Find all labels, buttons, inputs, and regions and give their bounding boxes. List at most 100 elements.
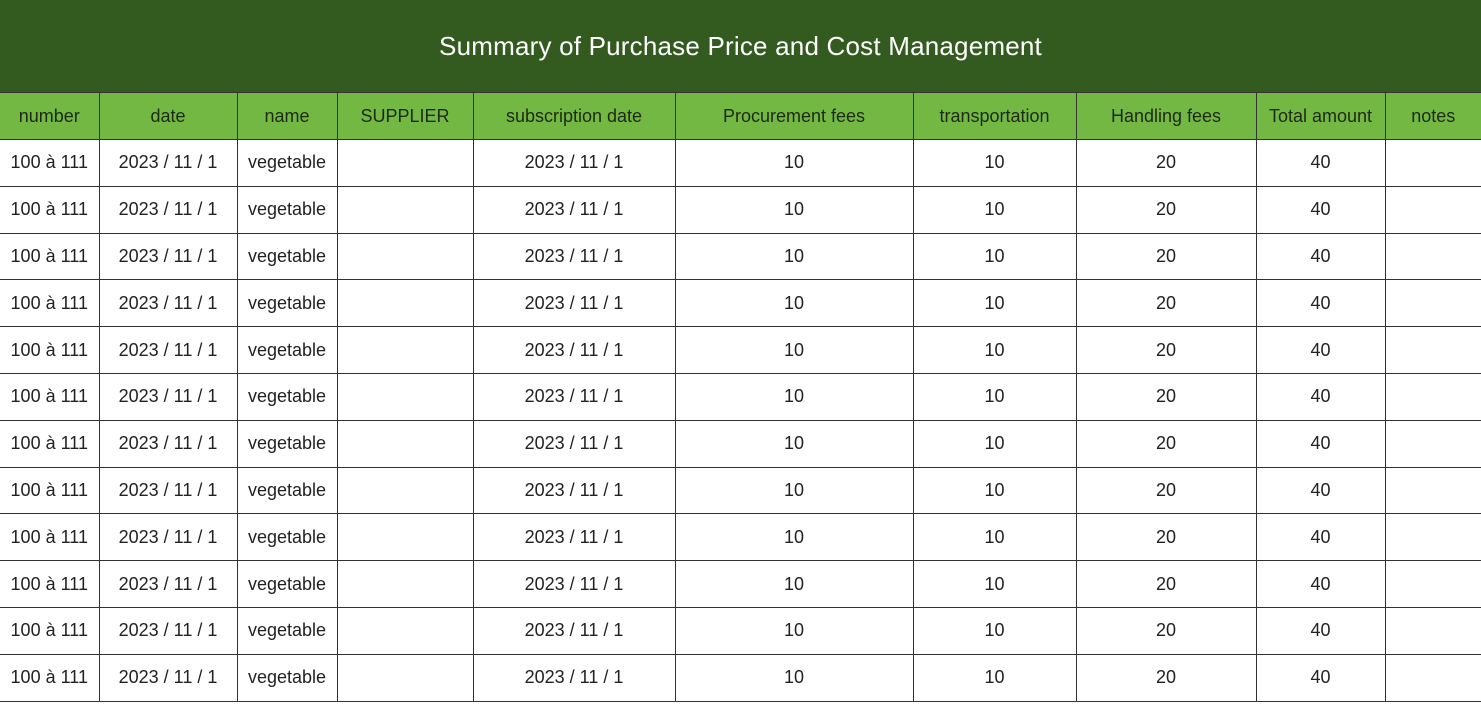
table-row: 100 à 111 2023 / 11 / 1 vegetable 2023 / 11…: [0, 279, 1481, 328]
table-row: 100 à 111 2023 / 11 / 1 vegetable 2023 / 11…: [0, 372, 1481, 421]
cell-procurement-fees: 10: [674, 653, 914, 702]
cell-subscription-date: 2023 / 11 / 1: [472, 653, 676, 702]
table-row: 100 à 111 2023 / 11 / 1 vegetable 2023 / 11…: [0, 419, 1481, 468]
cell-total-amount: 40: [1255, 419, 1386, 468]
cell-procurement-fees: 10: [674, 419, 914, 468]
cell-handling-fees: 20: [1075, 185, 1257, 234]
column-header-subscription-date: subscription date: [472, 92, 676, 140]
header-row: number date name SUPPLIER subscription d…: [0, 92, 1481, 140]
cell-name: vegetable: [236, 139, 338, 187]
cell-supplier: [336, 513, 474, 562]
cell-number: 100 à 111: [0, 326, 100, 374]
cell-total-amount: 40: [1255, 139, 1386, 187]
cell-date: 2023 / 11 / 1: [98, 279, 238, 328]
cell-subscription-date: 2023 / 11 / 1: [472, 279, 676, 328]
cell-handling-fees: 20: [1075, 560, 1257, 608]
cell-date: 2023 / 11 / 1: [98, 466, 238, 515]
cell-supplier: [336, 279, 474, 328]
cell-number: 100 à 111: [0, 279, 100, 328]
cell-notes: [1384, 419, 1481, 468]
table-row: 100 à 111 2023 / 11 / 1 vegetable 2023 / 11…: [0, 653, 1481, 702]
cell-name: vegetable: [236, 185, 338, 234]
cell-subscription-date: 2023 / 11 / 1: [472, 372, 676, 421]
cell-subscription-date: 2023 / 11 / 1: [472, 513, 676, 562]
cell-supplier: [336, 653, 474, 702]
cell-name: vegetable: [236, 513, 338, 562]
cell-procurement-fees: 10: [674, 326, 914, 374]
cell-handling-fees: 20: [1075, 606, 1257, 655]
cell-notes: [1384, 606, 1481, 655]
cell-transportation: 10: [912, 513, 1077, 562]
column-header-procurement-fees: Procurement fees: [674, 92, 914, 140]
cell-transportation: 10: [912, 279, 1077, 328]
cell-name: vegetable: [236, 560, 338, 608]
cell-handling-fees: 20: [1075, 372, 1257, 421]
cell-notes: [1384, 185, 1481, 234]
cell-subscription-date: 2023 / 11 / 1: [472, 606, 676, 655]
cell-total-amount: 40: [1255, 653, 1386, 702]
cell-number: 100 à 111: [0, 139, 100, 187]
cell-number: 100 à 111: [0, 372, 100, 421]
cell-subscription-date: 2023 / 11 / 1: [472, 232, 676, 281]
column-header-date: date: [98, 92, 238, 140]
cell-date: 2023 / 11 / 1: [98, 606, 238, 655]
table-row: 100 à 111 2023 / 11 / 1 vegetable 2023 / 11…: [0, 185, 1481, 234]
cell-subscription-date: 2023 / 11 / 1: [472, 139, 676, 187]
table-row: 100 à 111 2023 / 11 / 1 vegetable 2023 / 11…: [0, 139, 1481, 187]
title-bar: Summary of Purchase Price and Cost Manag…: [0, 0, 1481, 92]
cell-subscription-date: 2023 / 11 / 1: [472, 326, 676, 374]
cell-supplier: [336, 560, 474, 608]
cell-subscription-date: 2023 / 11 / 1: [472, 185, 676, 234]
cell-total-amount: 40: [1255, 606, 1386, 655]
cell-supplier: [336, 372, 474, 421]
cell-notes: [1384, 279, 1481, 328]
table-row: 100 à 111 2023 / 11 / 1 vegetable 2023 / 11…: [0, 606, 1481, 655]
cell-transportation: 10: [912, 419, 1077, 468]
cell-name: vegetable: [236, 232, 338, 281]
cell-supplier: [336, 232, 474, 281]
table-row: 100 à 111 2023 / 11 / 1 vegetable 2023 / 11…: [0, 560, 1481, 608]
cell-name: vegetable: [236, 466, 338, 515]
column-header-transportation: transportation: [912, 92, 1077, 140]
cell-notes: [1384, 372, 1481, 421]
cell-subscription-date: 2023 / 11 / 1: [472, 419, 676, 468]
cell-procurement-fees: 10: [674, 372, 914, 421]
cell-total-amount: 40: [1255, 185, 1386, 234]
page-title: Summary of Purchase Price and Cost Manag…: [439, 30, 1042, 61]
cell-date: 2023 / 11 / 1: [98, 560, 238, 608]
column-header-name: name: [236, 92, 338, 140]
cell-supplier: [336, 606, 474, 655]
cell-name: vegetable: [236, 419, 338, 468]
table-body: 100 à 111 2023 / 11 / 1 vegetable 2023 / 11…: [0, 139, 1481, 702]
column-header-total-amount: Total amount: [1255, 92, 1386, 140]
cell-notes: [1384, 466, 1481, 515]
table-row: 100 à 111 2023 / 11 / 1 vegetable 2023 / 11…: [0, 466, 1481, 515]
cell-procurement-fees: 10: [674, 139, 914, 187]
cell-notes: [1384, 232, 1481, 281]
cell-procurement-fees: 10: [674, 185, 914, 234]
table-row: 100 à 111 2023 / 11 / 1 vegetable 2023 / 11…: [0, 232, 1481, 281]
cell-handling-fees: 20: [1075, 466, 1257, 515]
cell-number: 100 à 111: [0, 513, 100, 562]
cell-name: vegetable: [236, 653, 338, 702]
cell-number: 100 à 111: [0, 560, 100, 608]
cell-total-amount: 40: [1255, 279, 1386, 328]
cell-date: 2023 / 11 / 1: [98, 326, 238, 374]
cell-name: vegetable: [236, 606, 338, 655]
cell-total-amount: 40: [1255, 513, 1386, 562]
cell-handling-fees: 20: [1075, 513, 1257, 562]
cell-number: 100 à 111: [0, 419, 100, 468]
cell-procurement-fees: 10: [674, 466, 914, 515]
cell-transportation: 10: [912, 185, 1077, 234]
cell-supplier: [336, 326, 474, 374]
cell-number: 100 à 111: [0, 232, 100, 281]
cell-date: 2023 / 11 / 1: [98, 419, 238, 468]
cell-number: 100 à 111: [0, 185, 100, 234]
cell-procurement-fees: 10: [674, 560, 914, 608]
cell-number: 100 à 111: [0, 653, 100, 702]
column-header-handling-fees: Handling fees: [1075, 92, 1257, 140]
cell-date: 2023 / 11 / 1: [98, 232, 238, 281]
cell-transportation: 10: [912, 139, 1077, 187]
cell-transportation: 10: [912, 606, 1077, 655]
cell-procurement-fees: 10: [674, 606, 914, 655]
